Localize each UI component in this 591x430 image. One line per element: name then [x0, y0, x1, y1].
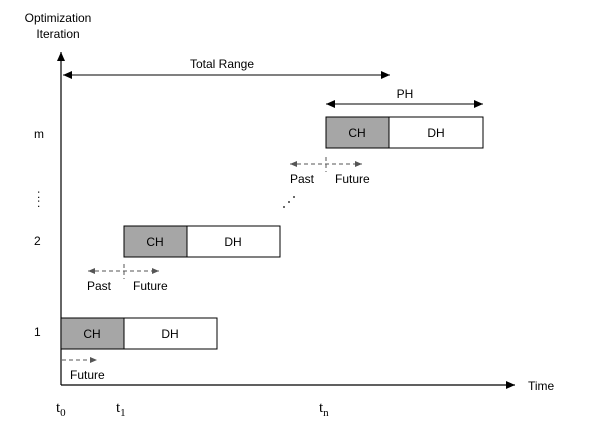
t0-base: t — [56, 400, 61, 416]
dh-label-2: DH — [224, 235, 241, 249]
iteration-label-2: 2 — [34, 234, 41, 248]
past-label-2: Past — [87, 279, 112, 293]
future-label-m: Future — [335, 172, 370, 186]
future-label-2: Future — [133, 279, 168, 293]
dh-box-m — [388, 116, 484, 149]
iteration-1-block: CH DH — [60, 317, 218, 350]
past-future-m: Past Future — [290, 157, 370, 186]
continuation-dot-1 — [283, 206, 285, 208]
ch-box-m — [325, 116, 390, 149]
continuation-dot-3 — [293, 196, 295, 198]
total-range-label: Total Range — [190, 57, 254, 71]
iteration-vdots-2: : — [37, 196, 40, 210]
tn-base: t — [319, 400, 324, 416]
t0-subscript: 0 — [60, 407, 66, 419]
time-label-t1: t1 — [116, 400, 126, 419]
dh-label-1: DH — [161, 327, 178, 341]
dh-box-2 — [186, 225, 281, 258]
ch-label-m: CH — [348, 126, 365, 140]
past-future-1: Future — [62, 357, 105, 382]
iteration-vdots-1: : — [37, 187, 40, 201]
tn-subscript: n — [323, 407, 329, 419]
ph-label: PH — [397, 87, 414, 101]
past-label-m: Past — [290, 172, 315, 186]
time-label-tn: tn — [319, 400, 329, 419]
time-label-t0: t0 — [56, 400, 66, 419]
t1-base: t — [116, 400, 121, 416]
past-future-2: Past Future — [87, 264, 168, 293]
continuation-dot-2 — [288, 201, 290, 203]
dh-box-1 — [123, 317, 218, 350]
dh-label-m: DH — [427, 126, 444, 140]
t1-subscript: 1 — [120, 407, 126, 419]
ch-box-1 — [60, 317, 125, 350]
iteration-label-1: 1 — [34, 325, 41, 339]
iteration-2-block: CH DH — [123, 225, 281, 258]
future-label-1: Future — [70, 368, 105, 382]
iteration-m-block: CH DH — [325, 116, 484, 149]
ch-label-1: CH — [83, 327, 100, 341]
ch-label-2: CH — [146, 235, 163, 249]
y-axis-label-line1: Optimization — [25, 11, 92, 25]
x-axis-label: Time — [528, 379, 555, 393]
y-axis-label-line2: Iteration — [36, 27, 79, 41]
iteration-label-m: m — [34, 127, 44, 141]
